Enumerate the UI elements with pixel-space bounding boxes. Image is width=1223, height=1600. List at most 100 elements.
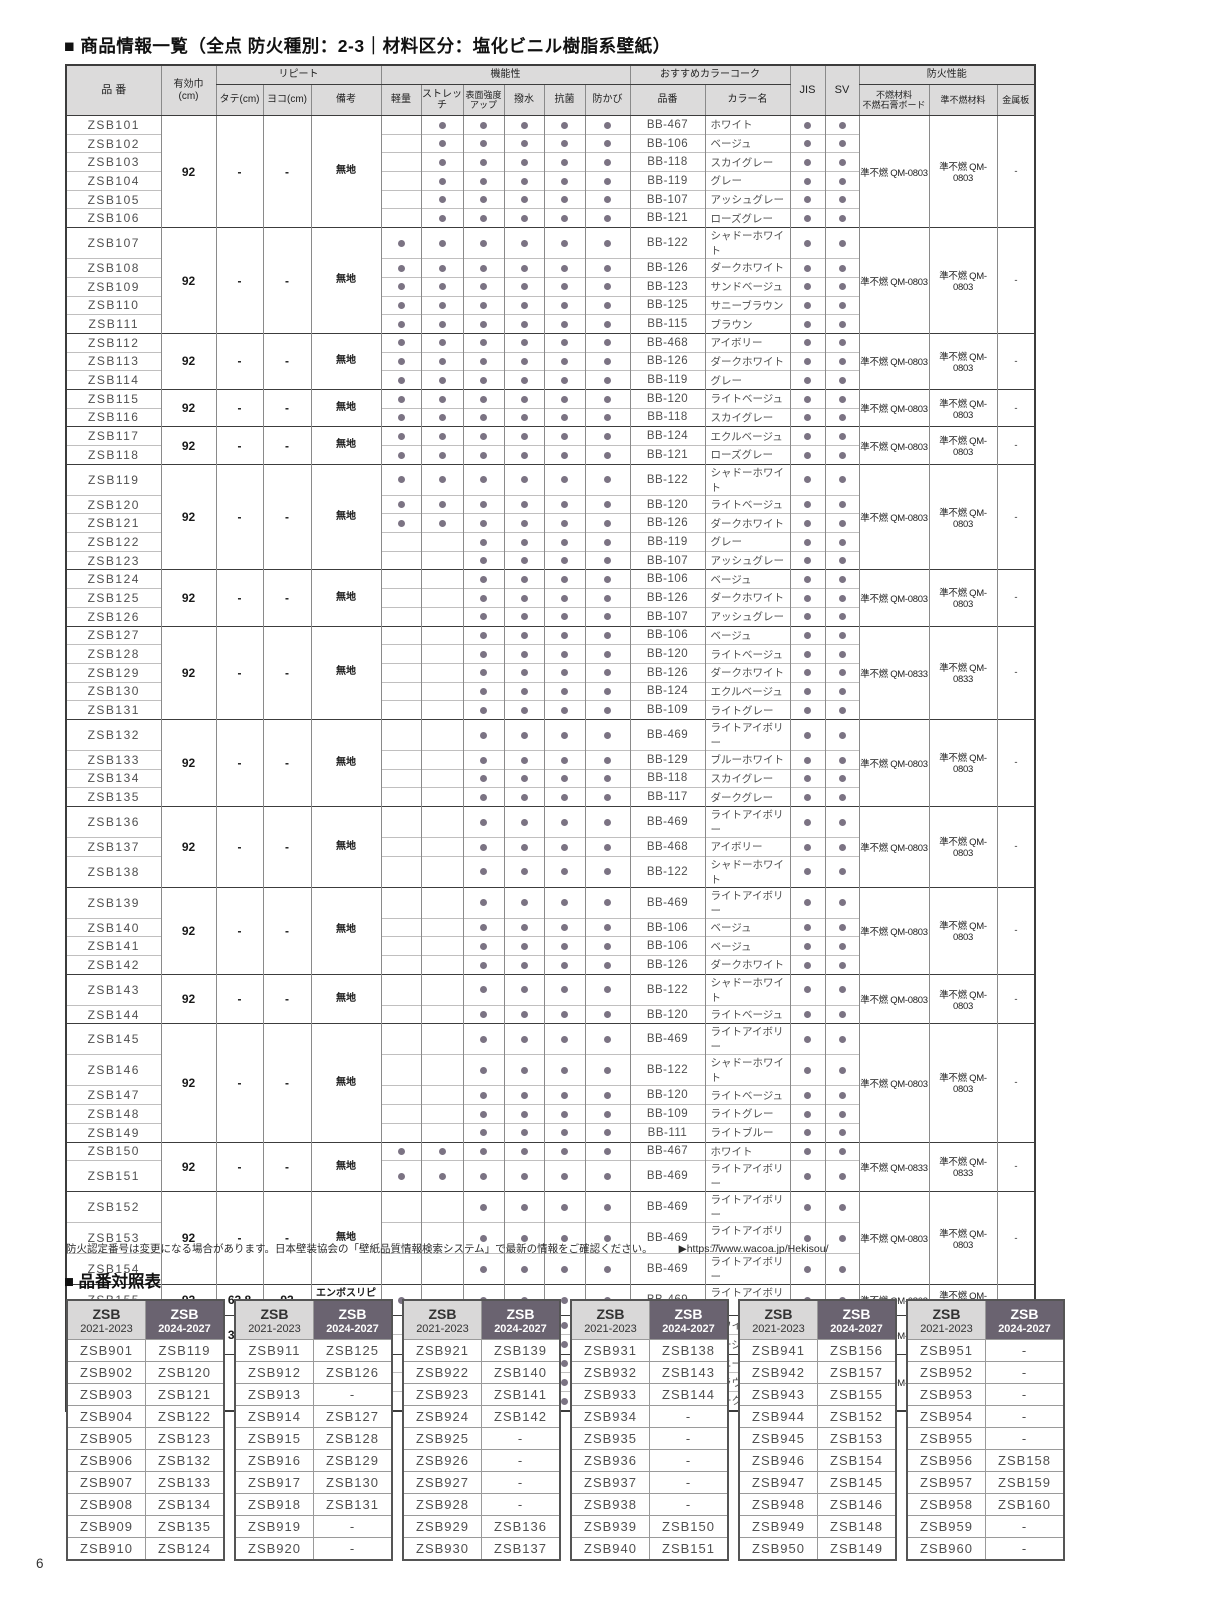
feature-water-repellent-cell (503, 1054, 544, 1086)
feature-water-repellent-cell (503, 494, 544, 514)
feature-dot (561, 961, 568, 969)
repeat-vertical-cell: - (215, 426, 263, 465)
feature-dot (480, 376, 487, 384)
col-header-caulk-code: 品番 (629, 84, 705, 116)
feature-lightweight-cell (380, 806, 421, 838)
feature-anti-mold-cell (584, 662, 630, 683)
feature-anti-mold-cell (584, 388, 630, 409)
feature-dot (480, 1265, 487, 1273)
feature-anti-mold-cell (584, 1122, 630, 1142)
feature-lightweight-cell (380, 700, 421, 720)
caulk-color-name-cell: ブラウン (704, 314, 790, 334)
caulk-code-cell: BB-123 (629, 276, 705, 296)
new-code-cell: ZSB129 (313, 1449, 393, 1472)
period-label: 2024-2027 (998, 1322, 1051, 1335)
fire-metal-plate-cell: - (996, 227, 1035, 334)
feature-dot (520, 1110, 528, 1118)
feature-anti-mold-cell (584, 370, 630, 390)
sv-mark-cell (824, 625, 859, 645)
feature-dot (804, 1148, 811, 1156)
feature-anti-mold-cell (584, 806, 630, 838)
product-code-cell: ZSB104 (65, 171, 161, 191)
feature-dot (520, 594, 528, 602)
feature-antibacterial-cell (543, 227, 585, 259)
fire-metal-plate-cell: - (996, 806, 1035, 888)
new-code-cell: - (985, 1537, 1065, 1561)
feature-dot (604, 775, 611, 783)
feature-dot (804, 756, 811, 764)
fire-quasi-noncombustible-cell: 準不燃 QM-0803 (928, 388, 997, 427)
new-code-cell: ZSB156 (817, 1339, 897, 1362)
sv-mark-cell (824, 426, 859, 446)
feature-dot (520, 899, 528, 907)
feature-anti-mold-cell (584, 787, 630, 807)
feature-surface-strength-cell (462, 332, 504, 353)
old-code-cell: ZSB952 (906, 1361, 986, 1384)
sv-mark-cell (824, 1191, 859, 1223)
feature-water-repellent-cell (503, 1160, 544, 1192)
product-code-cell: ZSB143 (65, 973, 161, 1006)
feature-dot (561, 1397, 568, 1405)
feature-anti-mold-cell (584, 351, 630, 371)
caulk-color-name-cell: アイボリー (704, 837, 790, 857)
feature-dot (520, 942, 528, 950)
old-code-cell: ZSB936 (570, 1449, 650, 1472)
feature-dot (520, 706, 528, 714)
feature-anti-mold-cell (584, 171, 630, 191)
comparison-row: ZSB930 ZSB137 (402, 1537, 561, 1561)
feature-dot (838, 158, 846, 166)
product-row: ZSB150 92- - 無地 BB-467 ホワイト 準不燃 QM-0833 準不燃 QM-… (65, 1141, 1035, 1192)
feature-dot (838, 395, 846, 403)
feature-dot (838, 706, 846, 714)
repeat-horizontal-cell: - (262, 718, 311, 807)
feature-surface-strength-cell (462, 1191, 504, 1223)
feature-dot (604, 1172, 611, 1180)
feature-dot (804, 320, 811, 328)
feature-dot (561, 868, 568, 876)
feature-dot (520, 1203, 528, 1211)
info-url-link[interactable]: ▶https://www.wacoa.jp/Hekisou/ (678, 1243, 829, 1255)
feature-lightweight-cell (380, 370, 421, 390)
comparison-row: ZSB924 ZSB142 (402, 1405, 561, 1428)
feature-anti-mold-cell (584, 1023, 630, 1055)
feature-antibacterial-cell (543, 1004, 585, 1024)
product-code-cell: ZSB117 (65, 426, 161, 446)
feature-dot (520, 924, 528, 932)
col-header-effective-width: 有効巾 (cm) (160, 65, 216, 116)
feature-anti-mold-cell (584, 532, 630, 552)
product-row: ZSB120 BB-120 ライトベージュ (65, 494, 1035, 514)
feature-stretch-cell (420, 532, 463, 552)
col-header-lightweight: 軽量 (380, 84, 421, 116)
feature-surface-strength-cell (462, 152, 504, 172)
feature-lightweight-cell (380, 787, 421, 807)
feature-water-repellent-cell (503, 532, 544, 552)
feature-surface-strength-cell (462, 1054, 504, 1086)
old-code-cell: ZSB931 (570, 1339, 650, 1362)
feature-dot (561, 843, 568, 851)
sv-mark-cell (824, 681, 859, 701)
feature-antibacterial-cell (543, 837, 585, 857)
product-code-cell: ZSB105 (65, 189, 161, 209)
feature-dot (520, 986, 528, 994)
new-code-cell: - (649, 1405, 729, 1428)
comparison-row: ZSB957 ZSB159 (906, 1471, 1065, 1494)
feature-dot (604, 669, 611, 677)
new-code-cell: ZSB152 (817, 1405, 897, 1428)
feature-surface-strength-cell (462, 837, 504, 857)
feature-dot (804, 1092, 811, 1099)
old-code-cell: ZSB930 (402, 1537, 482, 1561)
feature-dot (561, 140, 568, 148)
feature-surface-strength-cell (462, 550, 504, 570)
product-code-cell: ZSB138 (65, 855, 161, 888)
feature-stretch-cell (420, 625, 463, 645)
page-number: 6 (36, 1556, 44, 1571)
feature-surface-strength-cell (462, 1141, 504, 1161)
feature-dot (804, 706, 811, 714)
new-code-cell: ZSB127 (313, 1405, 393, 1428)
feature-dot (838, 177, 846, 185)
feature-antibacterial-cell (543, 532, 585, 552)
feature-dot (604, 868, 611, 876)
feature-antibacterial-cell (543, 463, 585, 496)
feature-water-repellent-cell (503, 1253, 544, 1285)
feature-dot (520, 432, 528, 440)
